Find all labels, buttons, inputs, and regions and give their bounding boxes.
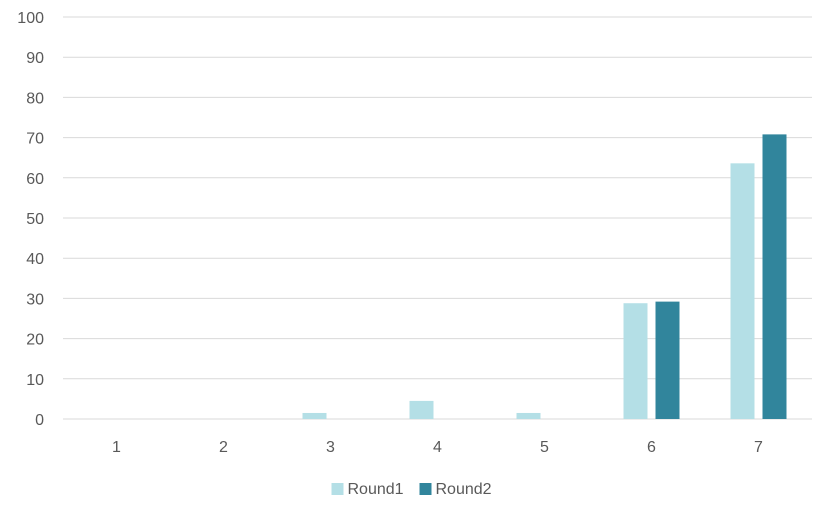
legend-item-round2: Round2 [419,481,492,498]
bar-round1-5 [516,412,541,419]
x-tick-label: 3 [326,439,335,456]
bar-round2-7 [762,134,787,419]
y-tick-label: 10 [26,372,44,389]
bars [302,134,787,419]
x-tick-label: 4 [433,439,442,456]
legend-item-round1: Round1 [331,481,404,498]
x-axis-tick-labels: 1 2 3 4 5 6 7 [112,439,763,456]
legend-swatch [419,483,432,495]
x-tick-label: 5 [540,439,549,456]
y-tick-label: 20 [26,332,44,349]
y-axis-tick-labels: 0 10 20 30 40 50 60 70 80 90 100 [17,10,44,429]
y-tick-label: 60 [26,171,44,188]
x-tick-label: 6 [647,439,656,456]
legend: Round1 Round2 [331,481,492,498]
bar-round1-4 [409,400,434,419]
x-tick-label: 2 [219,439,228,456]
y-tick-label: 0 [35,412,44,429]
y-tick-label: 80 [26,90,44,107]
x-tick-label: 1 [112,439,121,456]
legend-label: Round2 [436,481,492,498]
bar-round2-6 [655,301,680,419]
legend-label: Round1 [348,481,404,498]
gridlines [63,16,812,420]
y-tick-label: 40 [26,251,44,268]
bar-round1-3 [302,412,327,419]
bar-round1-6 [623,303,648,419]
bar-round1-7 [730,163,755,419]
x-tick-label: 7 [754,439,763,456]
y-tick-label: 30 [26,291,44,308]
legend-swatch [331,483,344,495]
y-tick-label: 90 [26,50,44,67]
y-tick-label: 50 [26,211,44,228]
y-tick-label: 70 [26,131,44,148]
y-tick-label: 100 [17,10,44,27]
